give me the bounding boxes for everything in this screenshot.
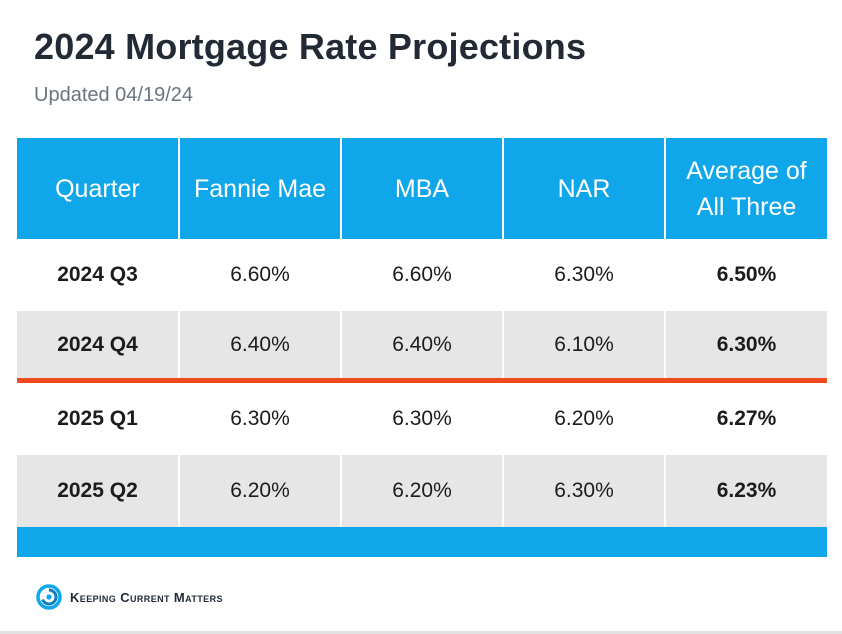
column-header-nar: NAR xyxy=(503,138,666,239)
column-header-quarter: Quarter xyxy=(17,138,180,239)
column-header-average: Average of All Three xyxy=(665,138,827,239)
fannie-mae-cell: 6.30% xyxy=(179,380,342,455)
quarter-cell: 2024 Q4 xyxy=(17,311,180,383)
nar-cell: 6.20% xyxy=(503,380,666,455)
average-cell: 6.23% xyxy=(665,455,827,527)
nar-cell: 6.30% xyxy=(503,455,666,527)
mba-cell: 6.60% xyxy=(341,239,504,311)
nar-cell: 6.30% xyxy=(503,239,666,311)
fannie-mae-cell: 6.40% xyxy=(179,311,342,383)
quarter-cell: 2025 Q2 xyxy=(17,455,180,527)
table-header-row: Quarter Fannie Mae MBA NAR Average of Al… xyxy=(17,138,827,239)
fannie-mae-cell: 6.20% xyxy=(179,455,342,527)
table-row: 2025 Q1 6.30% 6.30% 6.20% 6.27% xyxy=(17,380,827,455)
page-subtitle: Updated 04/19/24 xyxy=(34,84,194,106)
kcm-logo: Keeping Current Matters xyxy=(36,584,223,610)
table-row: 2024 Q3 6.60% 6.60% 6.30% 6.50% xyxy=(17,239,827,311)
bottom-divider xyxy=(0,631,842,634)
average-cell: 6.50% xyxy=(665,239,827,311)
table-footer-band xyxy=(17,527,827,557)
average-cell: 6.27% xyxy=(665,380,827,455)
mba-cell: 6.40% xyxy=(341,311,504,383)
logo-text: Keeping Current Matters xyxy=(70,589,223,605)
quarter-cell: 2025 Q1 xyxy=(17,380,180,455)
kcm-swirl-icon xyxy=(36,584,62,610)
quarter-cell: 2024 Q3 xyxy=(17,239,180,311)
footer-band-cell xyxy=(17,527,827,557)
projections-table: Quarter Fannie Mae MBA NAR Average of Al… xyxy=(17,138,827,557)
average-cell: 6.30% xyxy=(665,311,827,383)
page-title: 2024 Mortgage Rate Projections xyxy=(34,26,587,67)
mba-cell: 6.30% xyxy=(341,380,504,455)
mba-cell: 6.20% xyxy=(341,455,504,527)
fannie-mae-cell: 6.60% xyxy=(179,239,342,311)
table-row: 2025 Q2 6.20% 6.20% 6.30% 6.23% xyxy=(17,455,827,527)
column-header-mba: MBA xyxy=(341,138,504,239)
column-header-fannie-mae: Fannie Mae xyxy=(179,138,342,239)
nar-cell: 6.10% xyxy=(503,311,666,383)
table-row: 2024 Q4 6.40% 6.40% 6.10% 6.30% xyxy=(17,311,827,383)
